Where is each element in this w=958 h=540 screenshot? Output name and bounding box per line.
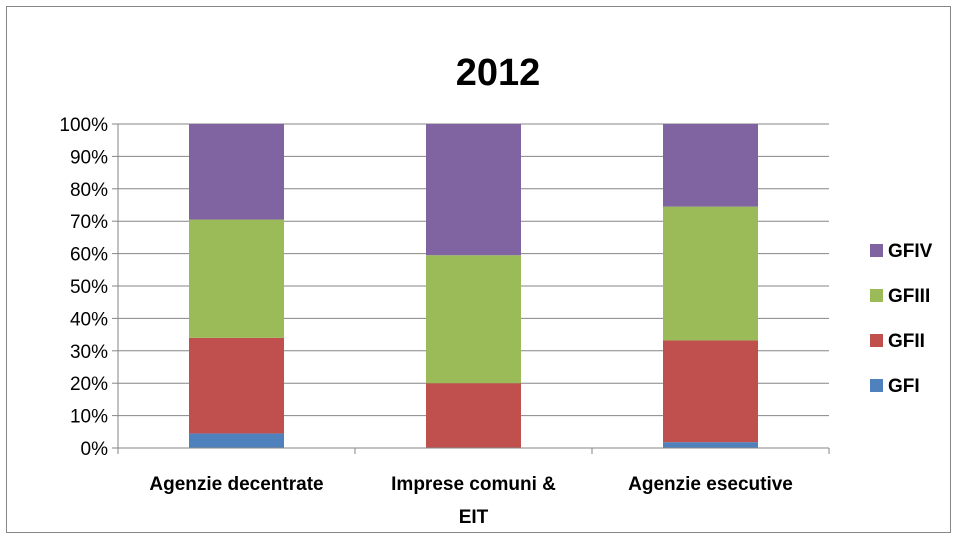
legend-swatch-gfiv xyxy=(870,244,883,257)
bar-segment-gfi xyxy=(189,433,284,448)
x-axis-tick-labels: Agenzie decentrate Imprese comuni & EIT Age… xyxy=(149,474,792,528)
legend-swatch-gfi xyxy=(870,379,883,392)
x-tick-label: Agenzie decentrate xyxy=(149,474,323,495)
bar-segment-gfii xyxy=(426,383,521,448)
y-tick-label: 40% xyxy=(70,309,108,330)
x-tick-label: Agenzie esecutive xyxy=(628,474,793,495)
bar-segment-gfiii xyxy=(426,255,521,384)
y-tick-label: 70% xyxy=(70,212,108,233)
bar-segment-gfii xyxy=(663,340,758,443)
bar-segment-gfi xyxy=(663,442,758,448)
chart-area: 2012 0% 10% 20% 30% 40% 50% 60% 70% 80% 90% 100% A… xyxy=(6,6,951,533)
legend-swatch-gfiii xyxy=(870,289,883,302)
y-tick-label: 30% xyxy=(70,342,108,363)
y-tick-label: 80% xyxy=(70,180,108,201)
y-axis-tick-labels: 0% 10% 20% 30% 40% 50% 60% 70% 80% 90% 100% xyxy=(59,115,108,460)
y-tick-label: 20% xyxy=(70,374,108,395)
bar-segment-gfiii xyxy=(189,219,284,338)
axes xyxy=(112,123,830,454)
chart-title: 2012 xyxy=(456,52,541,94)
bar-segment-gfiv xyxy=(426,124,521,256)
y-tick-label: 0% xyxy=(81,439,109,460)
x-tick-label: Imprese comuni & xyxy=(391,474,556,495)
y-tick-label: 10% xyxy=(70,407,108,428)
y-tick-label: 90% xyxy=(70,147,108,168)
bar-segment-gfiii xyxy=(663,206,758,341)
legend-label-gfiv: GFIV xyxy=(888,241,933,262)
legend-label-gfi: GFI xyxy=(888,376,920,397)
legend-label-gfii: GFII xyxy=(888,331,925,352)
x-tick-label: EIT xyxy=(459,507,489,528)
bar-segment-gfiv xyxy=(663,124,758,207)
y-tick-label: 60% xyxy=(70,245,108,266)
legend-swatch-gfii xyxy=(870,334,883,347)
y-tick-label: 100% xyxy=(59,115,108,136)
stacked-bar-chart: 2012 0% 10% 20% 30% 40% 50% 60% 70% 80% 90% 100% A… xyxy=(59,52,933,528)
bar-segment-gfiv xyxy=(189,124,284,220)
bar-segment-gfii xyxy=(189,337,284,434)
bars xyxy=(189,124,758,448)
y-tick-label: 50% xyxy=(70,277,108,298)
legend-label-gfiii: GFIII xyxy=(888,286,930,307)
legend: GFIV GFIII GFII GFI xyxy=(870,241,933,397)
